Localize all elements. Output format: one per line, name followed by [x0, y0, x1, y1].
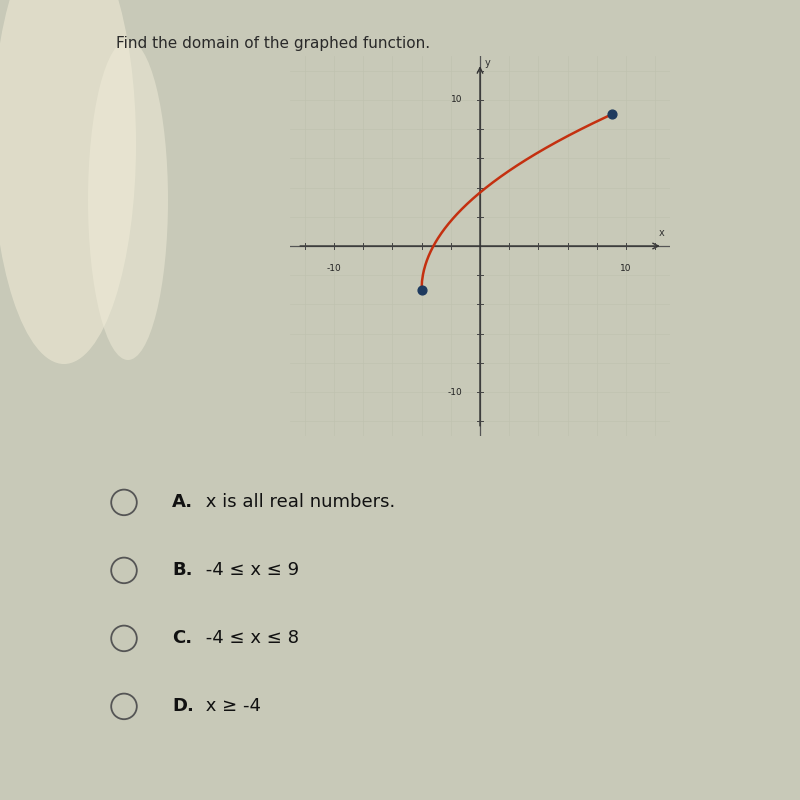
Point: [415, 283, 428, 296]
Ellipse shape: [88, 40, 168, 360]
Point: [605, 108, 618, 121]
Text: B.: B.: [172, 562, 193, 579]
Text: -4 ≤ x ≤ 9: -4 ≤ x ≤ 9: [200, 562, 299, 579]
Text: -4 ≤ x ≤ 8: -4 ≤ x ≤ 8: [200, 630, 299, 647]
Text: 10: 10: [451, 95, 462, 104]
Text: -10: -10: [448, 388, 462, 397]
Text: x is all real numbers.: x is all real numbers.: [200, 494, 395, 511]
Text: y: y: [485, 58, 490, 68]
Text: -10: -10: [326, 263, 342, 273]
Text: A.: A.: [172, 494, 193, 511]
Text: Find the domain of the graphed function.: Find the domain of the graphed function.: [116, 36, 430, 51]
Text: x ≥ -4: x ≥ -4: [200, 698, 261, 715]
Text: D.: D.: [172, 698, 194, 715]
Ellipse shape: [0, 0, 136, 364]
Text: C.: C.: [172, 630, 192, 647]
Text: x: x: [658, 228, 664, 238]
Text: 10: 10: [621, 263, 632, 273]
